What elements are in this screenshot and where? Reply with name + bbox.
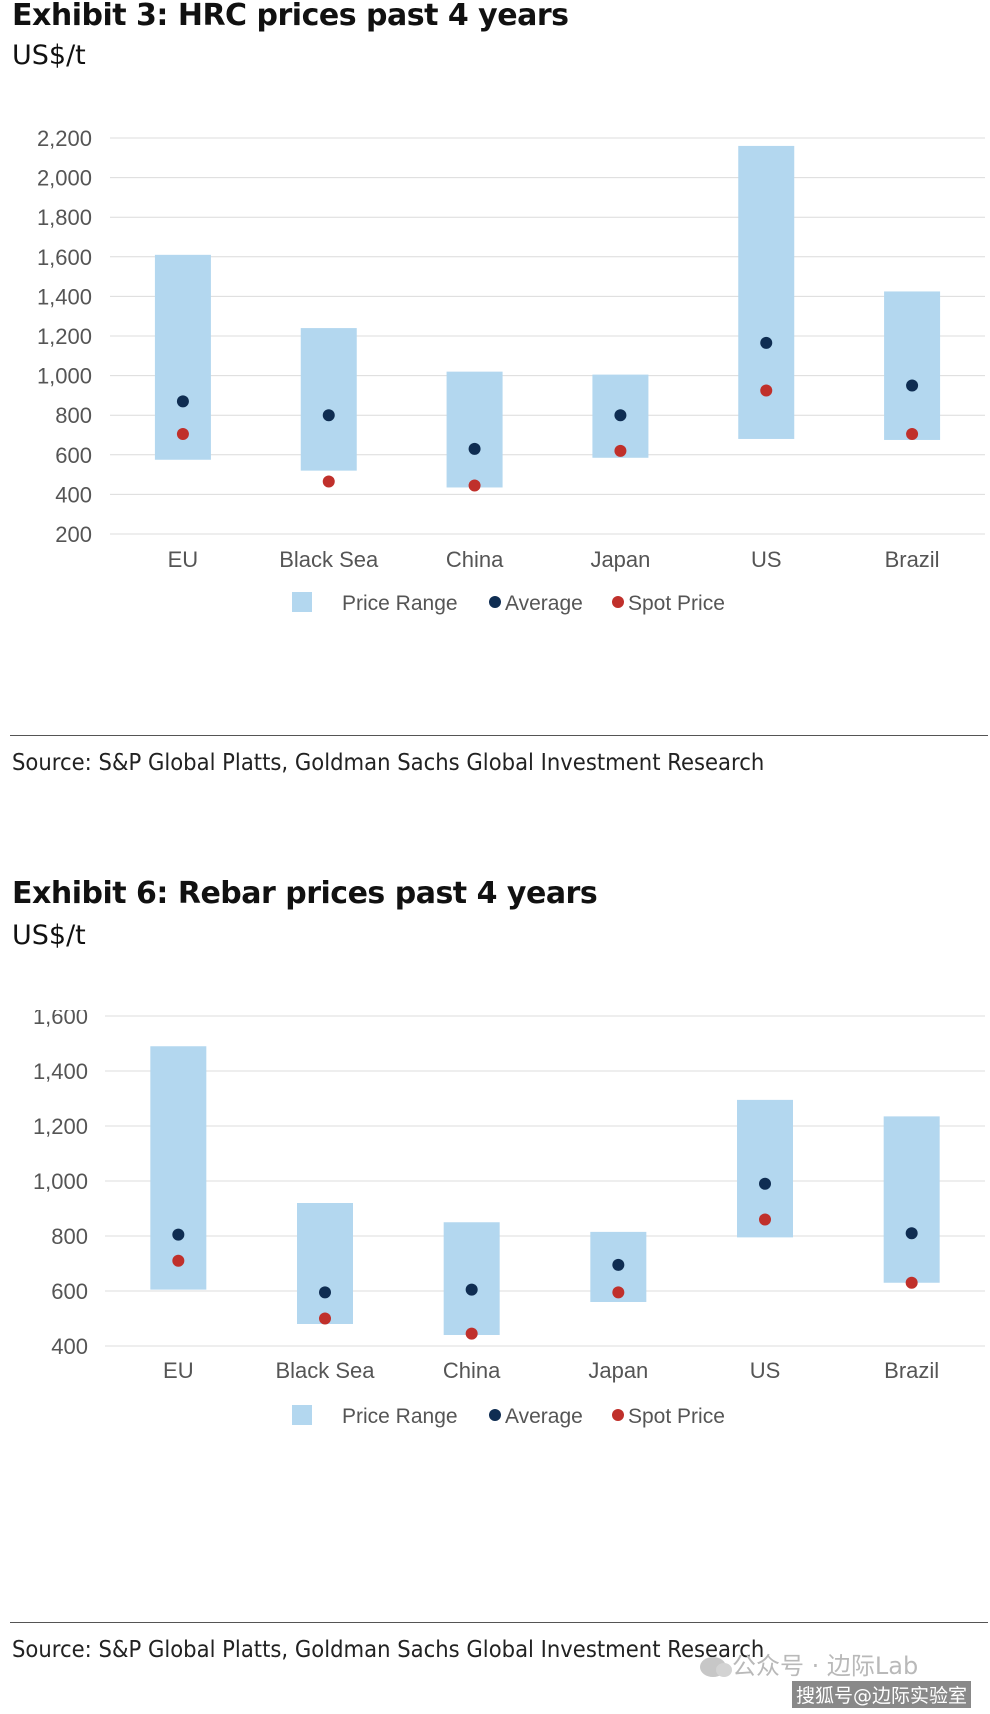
y-tick-label: 200 xyxy=(55,522,92,547)
y-tick-label: 1,400 xyxy=(37,284,92,309)
average-point xyxy=(176,395,189,408)
spot-price-point xyxy=(176,428,189,441)
x-category-label: EU xyxy=(168,547,199,572)
legend-marker-spot-price xyxy=(612,596,624,608)
legend-label: Price Range xyxy=(342,1405,458,1428)
rebar-range-chart: 400 600 800 1,000 1,200 1,400 1,600 EU Black Sea… xyxy=(33,1010,985,1428)
y-tick-label: 400 xyxy=(51,1334,88,1359)
x-category-label: Japan xyxy=(588,1358,648,1383)
spot-price-point xyxy=(760,384,773,397)
watermark-channel: 公众号 · 边际Lab xyxy=(700,1646,918,1681)
price-range-bar xyxy=(883,1116,940,1283)
average-point xyxy=(905,1227,918,1240)
x-category-label: Black Sea xyxy=(279,547,379,572)
y-tick-label: 1,800 xyxy=(37,205,92,230)
price-range-bar xyxy=(300,328,357,471)
x-category-label: China xyxy=(446,547,504,572)
x-category-label: Japan xyxy=(590,547,650,572)
x-category-label: Brazil xyxy=(885,547,940,572)
spot-price-point xyxy=(172,1254,185,1267)
legend-marker-average xyxy=(489,596,501,608)
x-category-label: US xyxy=(751,547,782,572)
x-category-label: Brazil xyxy=(884,1358,939,1383)
spot-price-point xyxy=(322,475,335,488)
average-point xyxy=(172,1228,185,1241)
exhibit-rebar: Exhibit 6: Rebar prices past 4 years US$… xyxy=(0,870,990,1714)
legend-swatch-price-range xyxy=(292,592,312,612)
price-range-bar xyxy=(150,1046,207,1290)
spot-price-point xyxy=(906,428,919,441)
y-tick-label: 1,000 xyxy=(33,1169,88,1194)
legend-label: Spot Price xyxy=(628,592,725,615)
y-tick-label: 600 xyxy=(55,443,92,468)
price-range-bar xyxy=(884,291,941,440)
legend-marker-average xyxy=(489,1409,501,1421)
y-tick-label: 1,600 xyxy=(33,1010,88,1029)
average-point xyxy=(612,1258,625,1271)
spot-price-point xyxy=(905,1276,918,1289)
chart-legend: Price Range Average Spot Price xyxy=(292,1405,725,1428)
watermark-account: 搜狐号@边际实验室 xyxy=(792,1681,972,1708)
price-range-bar xyxy=(446,371,503,488)
y-tick-label: 2,000 xyxy=(37,166,92,191)
chart-unit: US$/t xyxy=(12,920,86,951)
price-range-bar xyxy=(154,254,211,460)
y-tick-label: 800 xyxy=(51,1224,88,1249)
average-point xyxy=(322,409,335,422)
average-point xyxy=(468,442,481,455)
y-tick-label: 2,200 xyxy=(37,126,92,151)
y-tick-label: 1,200 xyxy=(37,324,92,349)
chart-unit: US$/t xyxy=(12,40,86,71)
x-category-label: Black Sea xyxy=(275,1358,375,1383)
price-range-bar xyxy=(443,1222,500,1335)
source-note: Source: S&P Global Platts, Goldman Sachs… xyxy=(12,1637,765,1663)
average-point xyxy=(319,1286,331,1299)
wechat-icon xyxy=(700,1657,732,1677)
y-tick-label: 800 xyxy=(55,403,92,428)
spot-price-point xyxy=(612,1286,625,1299)
average-point xyxy=(465,1283,478,1296)
chart-title: Exhibit 6: Rebar prices past 4 years xyxy=(12,876,598,911)
average-point xyxy=(906,379,919,392)
watermark-channel-text: 公众号 · 边际Lab xyxy=(732,1652,919,1680)
legend-label: Average xyxy=(505,592,583,615)
source-divider xyxy=(10,1622,988,1623)
y-tick-label: 1,600 xyxy=(37,245,92,270)
spot-price-point xyxy=(319,1312,331,1325)
chart-legend: Price Range Average Spot Price xyxy=(292,592,725,615)
x-category-label: US xyxy=(750,1358,781,1383)
exhibit-hrc: Exhibit 3: HRC prices past 4 years US$/t… xyxy=(0,0,990,790)
legend-label: Price Range xyxy=(342,592,458,615)
spot-price-point xyxy=(759,1213,771,1226)
y-tick-label: 1,200 xyxy=(33,1114,88,1139)
hrc-range-chart: 200 400 600 800 1,000 1,200 1,400 1,600 1,800 2,0… xyxy=(37,126,985,615)
price-range-bar xyxy=(297,1203,353,1324)
legend-label: Average xyxy=(505,1405,583,1428)
y-tick-label: 1,000 xyxy=(37,364,92,389)
y-tick-label: 600 xyxy=(51,1279,88,1304)
x-category-label: EU xyxy=(163,1358,194,1383)
x-category-label: China xyxy=(443,1358,501,1383)
source-divider xyxy=(10,735,988,736)
spot-price-point xyxy=(465,1327,478,1340)
average-point xyxy=(760,336,773,349)
y-tick-label: 1,400 xyxy=(33,1059,88,1084)
legend-label: Spot Price xyxy=(628,1405,725,1428)
spot-price-point xyxy=(614,444,627,457)
spot-price-point xyxy=(468,479,481,492)
source-note: Source: S&P Global Platts, Goldman Sachs… xyxy=(12,750,765,776)
y-tick-label: 400 xyxy=(55,482,92,507)
average-point xyxy=(614,409,627,422)
average-point xyxy=(759,1177,771,1190)
chart-title: Exhibit 3: HRC prices past 4 years xyxy=(12,0,569,33)
legend-marker-spot-price xyxy=(612,1409,624,1421)
legend-swatch-price-range xyxy=(292,1405,312,1425)
